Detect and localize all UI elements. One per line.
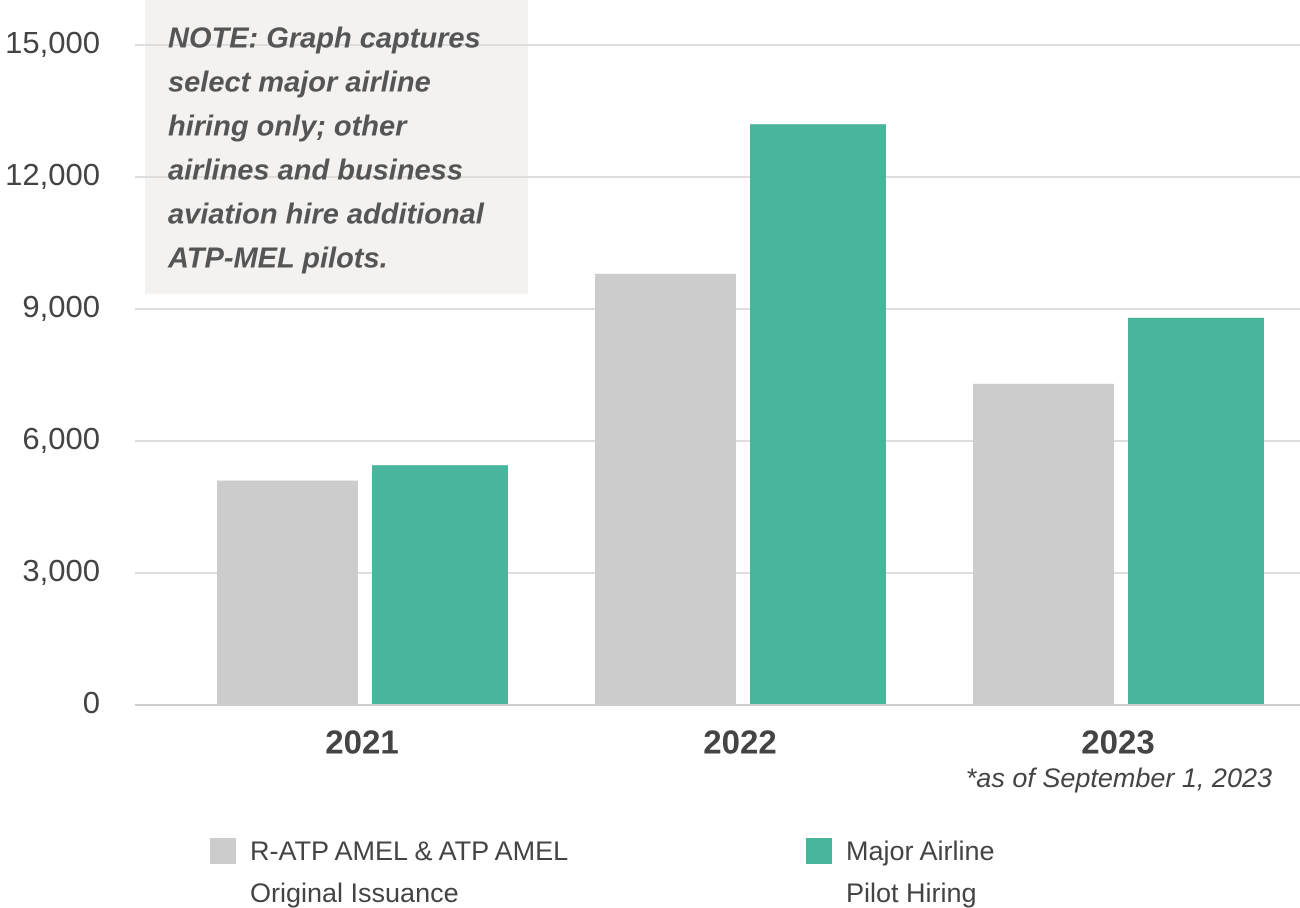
y-tick-label: 9,000 [22, 289, 100, 324]
x-tick-label: 2023 [1081, 724, 1154, 761]
note-text: NOTE: Graph captures [168, 23, 481, 55]
note-text: airlines and business [168, 155, 463, 187]
bar [1128, 317, 1264, 705]
x-tick-label: 2021 [325, 724, 398, 761]
bar [217, 480, 358, 705]
note-text: select major airline [168, 67, 431, 99]
bar [372, 465, 508, 705]
note-text: aviation hire additional [168, 199, 485, 231]
legend-label: R-ATP AMEL & ATP AMEL Original Issuance [250, 836, 568, 908]
legend-swatch [806, 838, 832, 864]
legend-label: Major Airline Pilot Hiring [846, 836, 995, 908]
note-text: ATP-MEL pilots. [167, 243, 388, 275]
y-tick-label: 12,000 [5, 157, 100, 192]
legend-swatch [210, 838, 236, 864]
y-tick-label: 6,000 [22, 421, 100, 456]
y-tick-label: 0 [83, 685, 100, 720]
y-tick-label: 15,000 [5, 25, 100, 60]
y-tick-label: 3,000 [22, 553, 100, 588]
bar [750, 124, 886, 705]
x-tick-label: 2022 [703, 724, 776, 761]
note-text: hiring only; other [168, 111, 408, 143]
bar [595, 273, 736, 705]
footnote: *as of September 1, 2023 [966, 763, 1272, 793]
note-box [145, 0, 528, 294]
legend-item: R-ATP AMEL & ATP AMEL Original Issuance [210, 830, 595, 908]
legend-item: Major Airline Pilot Hiring [806, 830, 1046, 908]
bar [973, 383, 1114, 705]
